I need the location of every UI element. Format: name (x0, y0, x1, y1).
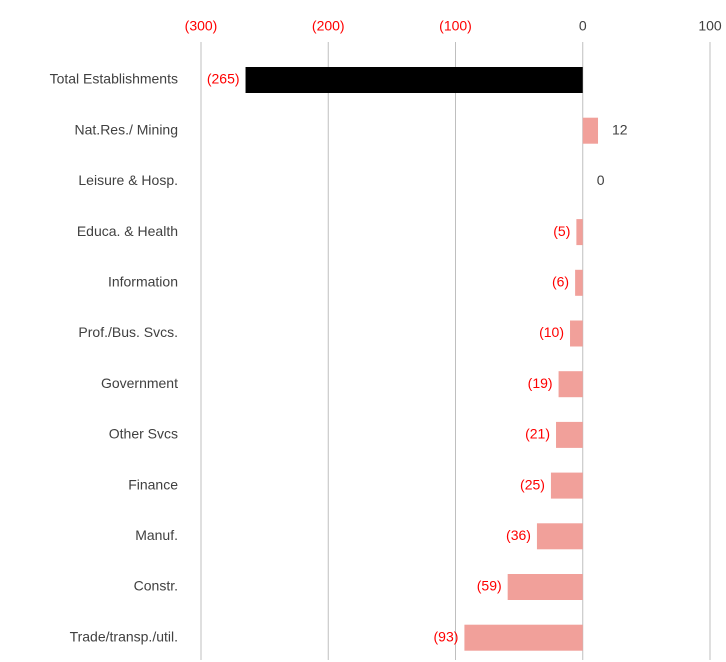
y-tick-label: Prof./Bus. Svcs. (78, 324, 178, 340)
value-label: (59) (477, 578, 502, 594)
value-label: (6) (552, 274, 569, 290)
y-tick-label: Constr. (134, 578, 178, 594)
x-tick-label: (100) (439, 18, 472, 34)
y-tick-label: Nat.Res./ Mining (75, 121, 178, 137)
value-label: (5) (553, 223, 570, 239)
value-label: (265) (207, 71, 240, 87)
x-tick-label: (200) (312, 18, 345, 34)
bar (576, 219, 583, 246)
y-tick-label: Government (101, 375, 178, 391)
bar (550, 472, 583, 499)
bar (570, 320, 583, 347)
x-tick-label: (300) (185, 18, 218, 34)
value-label: (21) (525, 426, 550, 442)
x-tick-label: 0 (579, 18, 587, 34)
bar (556, 421, 583, 448)
x-tick-label: 100 (698, 18, 722, 34)
value-label: (25) (520, 476, 545, 492)
y-tick-label: Finance (128, 476, 178, 492)
bar (558, 371, 583, 398)
bar (507, 574, 583, 600)
value-label: (36) (506, 527, 531, 543)
y-tick-label: Manuf. (135, 527, 178, 543)
bar (464, 624, 583, 651)
bar (536, 523, 583, 550)
y-tick-label: Trade/transp./util. (70, 628, 178, 644)
value-label: (19) (528, 375, 553, 391)
y-tick-label: Information (108, 274, 178, 290)
value-label: 0 (597, 172, 605, 188)
value-label: (10) (539, 324, 564, 340)
bar (582, 117, 599, 144)
bar (245, 67, 583, 93)
value-label: 12 (612, 121, 628, 137)
y-tick-label: Other Svcs (109, 426, 178, 442)
y-tick-label: Leisure & Hosp. (78, 172, 178, 188)
bar (575, 269, 583, 296)
value-label: (93) (434, 628, 459, 644)
y-tick-label: Total Establishments (50, 71, 178, 87)
y-tick-label: Educa. & Health (77, 223, 178, 239)
